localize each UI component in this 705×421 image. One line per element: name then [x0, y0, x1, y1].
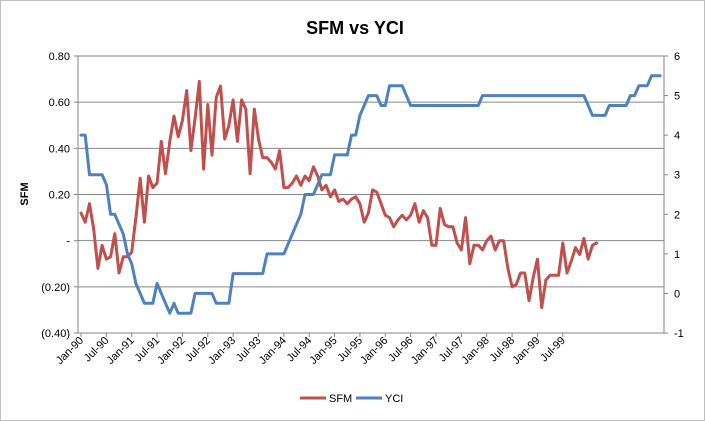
x-tick-label: Jan-97	[409, 335, 441, 367]
y2-tick-label: 1	[674, 249, 680, 261]
x-tick-label: Jan-95	[307, 335, 339, 367]
legend: SFM YCI	[300, 393, 403, 405]
y2-tick-label: 5	[674, 91, 680, 103]
legend-label-sfm: SFM	[329, 393, 352, 405]
x-tick-label: Jan-91	[105, 335, 137, 367]
y-tick-label: 0.80	[49, 51, 70, 63]
x-tick-label: Jan-96	[358, 335, 390, 367]
y-tick-label: 0.60	[49, 97, 70, 109]
series-line-yci	[79, 74, 662, 315]
y-tick-label: 0.20	[49, 190, 70, 202]
x-tick-label: Jan-99	[510, 335, 542, 367]
y-tick-label: -	[66, 236, 70, 248]
x-tick-label: Jan-94	[257, 335, 289, 367]
y-tick-label: (0.40)	[41, 328, 70, 340]
y2-tick-label: 3	[674, 170, 680, 182]
x-tick-label: Jan-93	[206, 335, 238, 367]
y2-tick-label: 0	[674, 288, 680, 300]
x-tick-label: Jan-98	[460, 335, 492, 367]
y-axis-title: SFM	[19, 182, 31, 205]
y-tick-label: (0.20)	[41, 282, 70, 294]
y2-tick-label: 2	[674, 209, 680, 221]
x-tick-label: Jan-92	[155, 335, 187, 367]
y2-tick-label: 6	[674, 51, 680, 63]
legend-label-yci: YCI	[385, 393, 403, 405]
chart-title: SFM vs YCI	[306, 18, 404, 38]
y2-tick-label: -1	[674, 328, 684, 340]
series-line-sfm	[79, 79, 599, 310]
series-lines	[79, 74, 662, 315]
x-tick-label: Jul-99	[538, 335, 568, 365]
y2-tick-label: 4	[674, 130, 680, 142]
axes	[74, 55, 668, 337]
y-tick-label: 0.40	[49, 143, 70, 155]
